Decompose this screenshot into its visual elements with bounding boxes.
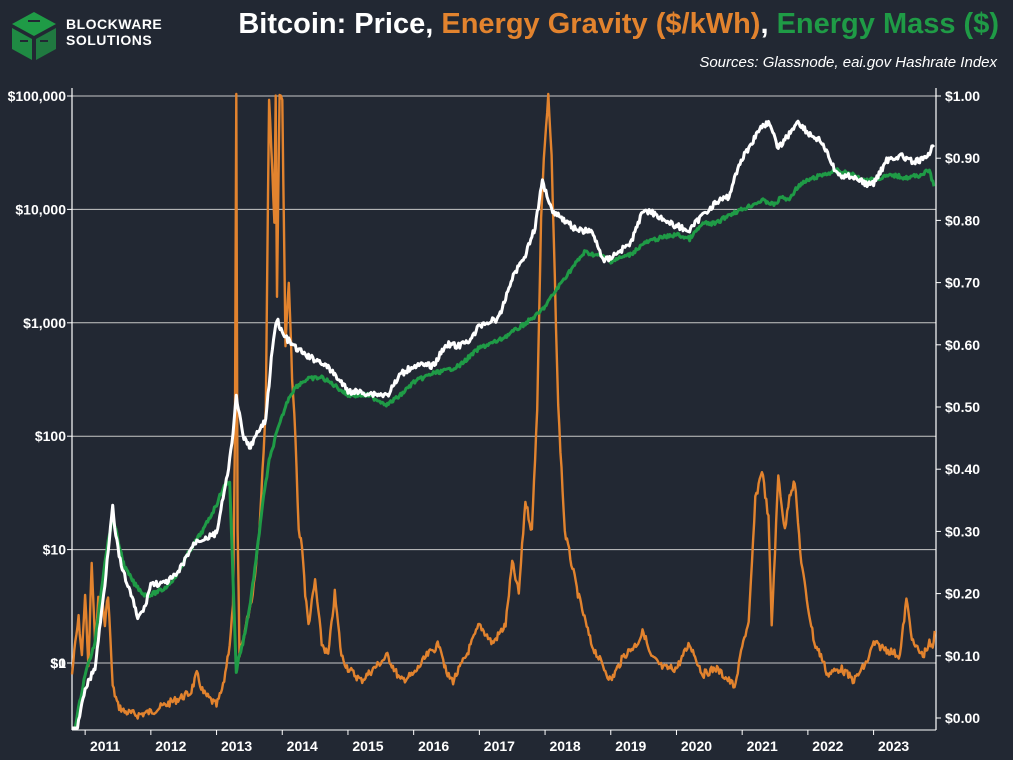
right-tick-label: $0.00 bbox=[945, 710, 980, 726]
left-tick-label: $10 bbox=[43, 542, 67, 558]
left-tick-label: $0 bbox=[50, 655, 66, 671]
right-tick-label: $0.10 bbox=[945, 648, 980, 664]
brand-name: BLOCKWARE SOLUTIONS bbox=[66, 16, 162, 48]
blockware-logo-icon bbox=[12, 12, 56, 60]
x-tick-label: 2014 bbox=[287, 738, 318, 754]
series-line-price bbox=[71, 119, 936, 730]
axes bbox=[71, 88, 937, 730]
right-tick-label: $0.80 bbox=[945, 212, 980, 228]
right-tick-label: $0.30 bbox=[945, 523, 980, 539]
x-tick-label: 2018 bbox=[549, 738, 580, 754]
left-tick-label: $1 bbox=[50, 655, 66, 671]
right-tick-label: $0.40 bbox=[945, 461, 980, 477]
x-tick-label: 2022 bbox=[812, 738, 843, 754]
title-separator: , bbox=[760, 8, 777, 40]
series-lines bbox=[70, 92, 936, 730]
title-energy-gravity: Energy Gravity ($/kWh) bbox=[441, 8, 761, 40]
right-tick-label: $0.50 bbox=[945, 399, 980, 415]
x-tick-label: 2019 bbox=[615, 738, 646, 754]
x-tick-label: 2017 bbox=[484, 738, 515, 754]
left-tick-label: $100,000 bbox=[8, 88, 67, 104]
x-tick-label: 2021 bbox=[747, 738, 778, 754]
right-tick-label: $1.00 bbox=[945, 88, 980, 104]
chart-title: Bitcoin: Price, Energy Gravity ($/kWh), … bbox=[238, 8, 999, 41]
x-tick-label: 2023 bbox=[878, 738, 909, 754]
left-tick-label: $1,000 bbox=[23, 315, 66, 331]
series-line-energy-mass bbox=[71, 167, 936, 730]
x-tick-label: 2020 bbox=[681, 738, 712, 754]
left-tick-label: $100 bbox=[35, 428, 66, 444]
left-tick-label: $10,000 bbox=[15, 201, 66, 217]
title-price: Bitcoin: Price, bbox=[238, 8, 442, 40]
right-tick-label: $0.70 bbox=[945, 275, 980, 291]
grid-lines bbox=[72, 95, 936, 664]
brand-line-2: SOLUTIONS bbox=[66, 32, 153, 48]
x-tick-label: 2015 bbox=[352, 738, 383, 754]
right-tick-label: $0.60 bbox=[945, 337, 980, 353]
right-tick-label: $0.20 bbox=[945, 586, 980, 602]
left-axis-ticks: $0$1 $10 $100 $1,000 $10,000 $100,000 bbox=[8, 88, 72, 671]
x-tick-label: 2011 bbox=[90, 738, 121, 754]
right-tick-label: $0.90 bbox=[945, 150, 980, 166]
sources-note: Sources: Glassnode, eai.gov Hashrate Ind… bbox=[699, 54, 997, 71]
right-axis-ticks: $0.00 $0.10 $0.20 $0.30 $0.40 $0.50 $0.60 $0.70… bbox=[936, 88, 980, 726]
x-tick-label: 2012 bbox=[155, 738, 186, 754]
x-axis-ticks: 2011 2012 2013 2014 2015 2016 2017 2018 2019 2020… bbox=[72, 729, 936, 754]
series-line-energy-gravity bbox=[70, 92, 936, 720]
brand-line-1: BLOCKWARE bbox=[66, 16, 163, 32]
x-tick-label: 2013 bbox=[221, 738, 252, 754]
x-tick-label: 2016 bbox=[418, 738, 449, 754]
title-energy-mass: Energy Mass ($) bbox=[776, 8, 999, 40]
